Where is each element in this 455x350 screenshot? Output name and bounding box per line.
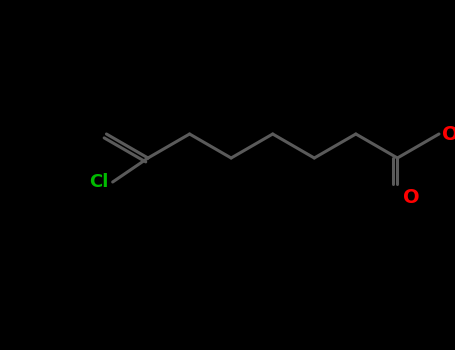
Text: Cl: Cl [89,173,109,191]
Text: O: O [404,188,420,208]
Text: OH: OH [442,125,455,144]
